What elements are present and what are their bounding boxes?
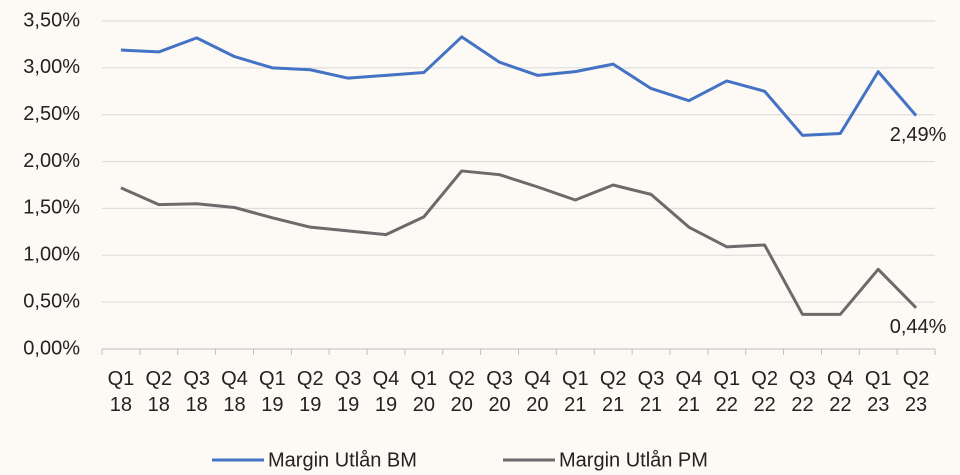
y-tick-label: 3,00%: [23, 56, 80, 78]
x-tick-label: Q2 20: [448, 368, 476, 416]
x-tick-label: Q2 19: [296, 368, 324, 416]
x-tick-label: Q1 23: [864, 368, 892, 416]
x-tick-label: Q4 22: [826, 368, 854, 416]
x-tick-label: Q2 23: [902, 368, 930, 416]
x-tick-label: Q2 22: [751, 368, 778, 416]
x-tick-label: Q2 18: [145, 368, 173, 416]
x-tick-label: Q1 22: [713, 368, 741, 416]
x-tick-label: Q1 19: [259, 368, 286, 416]
y-tick-label: 3,50%: [23, 9, 80, 31]
x-tick-label: Q3 20: [486, 368, 513, 416]
y-tick-label: 0,00%: [23, 337, 80, 359]
x-tick-label: Q4 20: [524, 368, 551, 416]
legend-label: Margin Utlån PM: [559, 449, 708, 471]
x-tick-label: Q4 21: [675, 368, 703, 416]
data-label: 0,44%: [890, 316, 947, 338]
legend-label: Margin Utlån BM: [268, 449, 417, 471]
x-tick-label: Q3 21: [637, 368, 665, 416]
y-tick-label: 0,50%: [23, 290, 80, 312]
y-tick-label: 2,50%: [23, 103, 80, 125]
x-tick-label: Q1 18: [107, 368, 135, 416]
x-tick-label: Q4 19: [372, 368, 400, 416]
y-tick-label: 2,00%: [23, 150, 80, 172]
x-tick-label: Q3 18: [183, 368, 210, 416]
data-label: 2,49%: [890, 124, 947, 146]
x-tick-label: Q2 21: [599, 368, 627, 416]
line: [120, 35, 918, 137]
y-tick-label: 1,50%: [23, 197, 80, 219]
x-tick-label: Q1 20: [410, 368, 438, 416]
y-tick-label: 1,00%: [23, 244, 80, 266]
x-tick-label: Q1 21: [561, 368, 589, 416]
x-tick-label: Q3 19: [334, 368, 362, 416]
x-tick-label: Q4 18: [221, 368, 248, 416]
line: [120, 169, 918, 316]
x-tick-label: Q3 22: [789, 368, 816, 416]
